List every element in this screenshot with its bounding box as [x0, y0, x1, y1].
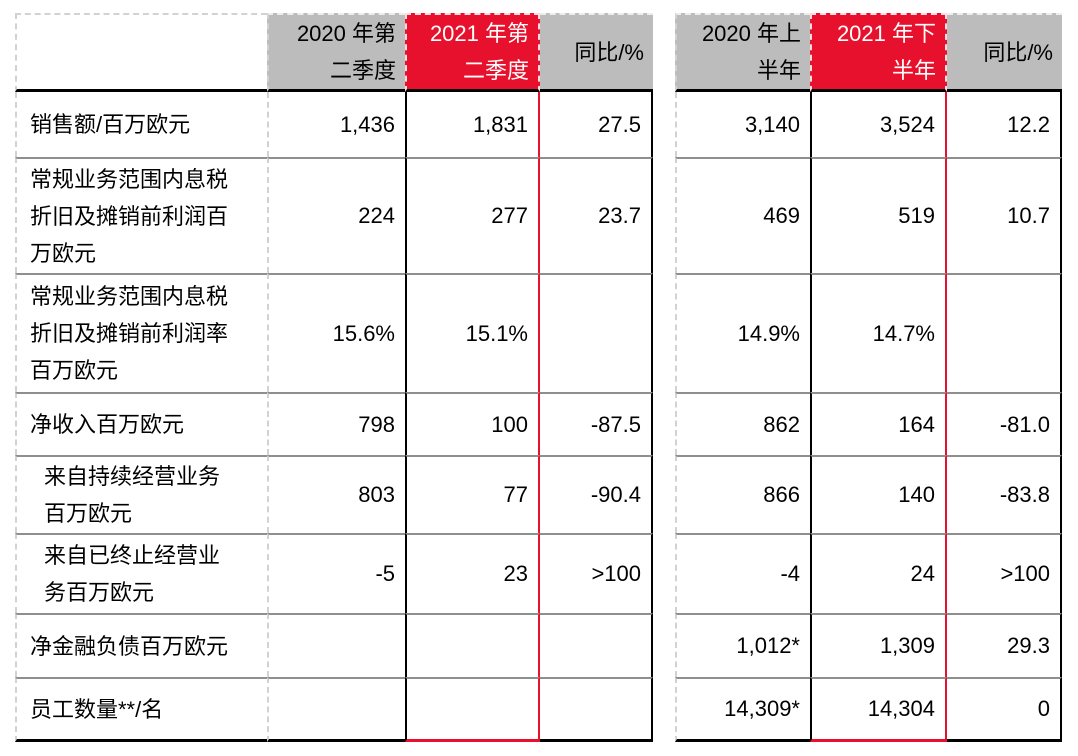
row-label: 净金融负债百万欧元: [15, 613, 267, 677]
row-label: 常规业务范围内息税 折旧及摊销前利润率 百万欧元: [15, 273, 267, 392]
gap-spacer: [653, 273, 675, 392]
cell-col-yoy-half-row4: -81.0: [947, 392, 1062, 455]
cell-col-2021-h2-row4: 164: [810, 392, 947, 455]
row-label: 销售额/百万欧元: [15, 92, 267, 157]
cell-col-yoy-quarter-row6: >100: [540, 533, 653, 613]
cell-col-2021-q2-row3: 15.1%: [405, 273, 540, 392]
cell-col-yoy-half-row5: -83.8: [947, 455, 1062, 533]
cell-col-2020-h1-row4: 862: [675, 392, 810, 455]
gap-spacer: [653, 677, 675, 742]
cell-col-2021-h2-row6: 24: [810, 533, 947, 613]
cell-col-2021-h2-row3: 14.7%: [810, 273, 947, 392]
cell-col-2021-h2-row5: 140: [810, 455, 947, 533]
cell-col-2021-q2-row8: [405, 677, 540, 742]
cell-col-2020-q2-row6: -5: [267, 533, 405, 613]
header-row-label: [15, 13, 267, 92]
row-label: 员工数量**/名: [15, 677, 267, 742]
cell-col-2020-h1-row6: -4: [675, 533, 810, 613]
gap-spacer: [653, 392, 675, 455]
cell-col-yoy-half-row7: 29.3: [947, 613, 1062, 677]
cell-col-2020-q2-row3: 15.6%: [267, 273, 405, 392]
cell-col-2021-q2-row2: 277: [405, 157, 540, 273]
header-col-2021-h2: 2021 年下 半年: [810, 13, 947, 92]
row-label: 来自已终止经营业 务百万欧元: [15, 533, 267, 613]
results-comparison-table: 2020 年第 二季度 2021 年第 二季度 同比/% 2020 年上 半年 2021…: [15, 13, 1062, 742]
gap-spacer: [653, 92, 675, 157]
cell-col-yoy-half-row8: 0: [947, 677, 1062, 742]
cell-col-2020-h1-row8: 14,309*: [675, 677, 810, 742]
cell-col-yoy-quarter-row7: [540, 613, 653, 677]
row-label: 常规业务范围内息税 折旧及摊销前利润百 万欧元: [15, 157, 267, 273]
cell-col-2021-q2-row7: [405, 613, 540, 677]
row-label: 净收入百万欧元: [15, 392, 267, 455]
cell-col-2021-q2-row1: 1,831: [405, 92, 540, 157]
gap-spacer: [653, 613, 675, 677]
cell-col-2020-q2-row2: 224: [267, 157, 405, 273]
cell-col-2020-h1-row7: 1,012*: [675, 613, 810, 677]
header-table-gap-spacer: [653, 13, 675, 92]
cell-col-2021-q2-row4: 100: [405, 392, 540, 455]
cell-col-2020-h1-row2: 469: [675, 157, 810, 273]
cell-col-2021-h2-row7: 1,309: [810, 613, 947, 677]
header-col-yoy-half: 同比/%: [947, 13, 1062, 92]
cell-col-2020-h1-row3: 14.9%: [675, 273, 810, 392]
header-col-yoy-quarter: 同比/%: [540, 13, 653, 92]
cell-col-2020-q2-row1: 1,436: [267, 92, 405, 157]
gap-spacer: [653, 157, 675, 273]
gap-spacer: [653, 533, 675, 613]
row-label: 来自持续经营业务 百万欧元: [15, 455, 267, 533]
cell-col-2020-q2-row7: [267, 613, 405, 677]
cell-col-yoy-quarter-row3: [540, 273, 653, 392]
cell-col-yoy-quarter-row8: [540, 677, 653, 742]
cell-col-yoy-quarter-row4: -87.5: [540, 392, 653, 455]
cell-col-2021-h2-row8: 14,304: [810, 677, 947, 742]
cell-col-2021-h2-row1: 3,524: [810, 92, 947, 157]
cell-col-2020-q2-row8: [267, 677, 405, 742]
cell-col-2020-h1-row5: 866: [675, 455, 810, 533]
cell-col-2021-q2-row5: 77: [405, 455, 540, 533]
cell-col-2021-h2-row2: 519: [810, 157, 947, 273]
cell-col-yoy-half-row3: [947, 273, 1062, 392]
cell-col-2020-q2-row5: 803: [267, 455, 405, 533]
header-col-2020-q2: 2020 年第 二季度: [267, 13, 405, 92]
cell-col-yoy-quarter-row5: -90.4: [540, 455, 653, 533]
header-col-2021-q2: 2021 年第 二季度: [405, 13, 540, 92]
gap-spacer: [653, 455, 675, 533]
header-col-2020-h1: 2020 年上 半年: [675, 13, 810, 92]
cell-col-yoy-quarter-row1: 27.5: [540, 92, 653, 157]
cell-col-2021-q2-row6: 23: [405, 533, 540, 613]
cell-col-yoy-quarter-row2: 23.7: [540, 157, 653, 273]
cell-col-yoy-half-row6: >100: [947, 533, 1062, 613]
cell-col-2020-h1-row1: 3,140: [675, 92, 810, 157]
cell-col-yoy-half-row2: 10.7: [947, 157, 1062, 273]
cell-col-2020-q2-row4: 798: [267, 392, 405, 455]
cell-col-yoy-half-row1: 12.2: [947, 92, 1062, 157]
